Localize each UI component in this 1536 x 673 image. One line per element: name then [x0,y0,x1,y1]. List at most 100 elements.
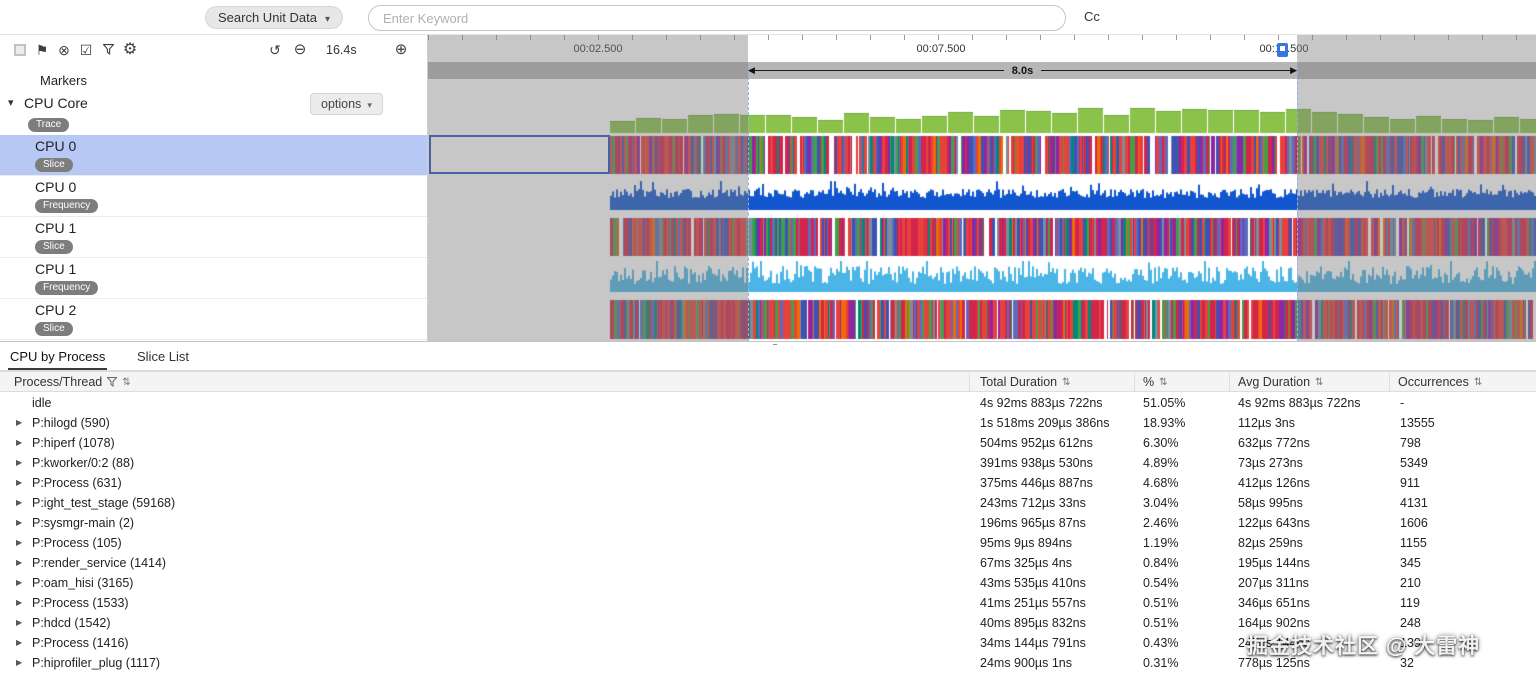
percent: 0.51% [1143,616,1179,630]
collapse-arrow-icon[interactable]: ▾ [8,97,14,109]
table-row[interactable]: ▶ P:render_service (1414) 67ms 325µs 4ns… [0,553,1536,573]
track-name: CPU 1 [35,220,77,236]
selection-edge-left[interactable] [748,62,749,341]
expand-arrow-icon[interactable]: ▶ [16,538,23,547]
table-row[interactable]: ▶ P:hiperf (1078) 504ms 952µs 612ns 6.30… [0,433,1536,453]
chevron-down-icon: ▾ [325,14,331,25]
column-label: Avg Duration [1238,375,1311,389]
column-process-thread[interactable]: Process/Thread ⇅ [14,372,131,392]
occurrences: 798 [1400,436,1421,450]
cpu0-frequency-track[interactable] [428,176,1536,216]
gear-icon[interactable]: ⚙ [122,41,138,58]
filter-icon[interactable] [99,35,117,65]
keyword-search-input[interactable] [368,5,1066,31]
zoom-in-icon[interactable]: ⊕ [394,41,408,58]
table-row-idle[interactable]: idle 4s 92ms 883µs 722ns 51.05% 4s 92ms … [0,393,1536,413]
percent: 6.30% [1143,436,1179,450]
table-row[interactable]: ▶ P:hiprofiler_plug (1117) 24ms 900µs 1n… [0,653,1536,673]
zoom-out-icon[interactable]: ⊖ [293,41,307,58]
table-row[interactable]: ▶ P:oam_hisi (3165) 43ms 535µs 410ns 0.5… [0,573,1536,593]
table-row[interactable]: ▶ P:Process (1416) 34ms 144µs 791ns 0.43… [0,633,1536,653]
table-row[interactable]: ▶ P:ight_test_stage (59168) 243ms 712µs … [0,493,1536,513]
avg-duration: 778µs 125ns [1238,656,1310,670]
flag-marker-icon[interactable]: ⚑ [35,42,49,58]
table-row[interactable]: ▶ P:Process (105) 95ms 9µs 894ns 1.19% 8… [0,533,1536,553]
table-row[interactable]: ▶ P:Process (631) 375ms 446µs 887ns 4.68… [0,473,1536,493]
tab-slice-list[interactable]: Slice List [137,349,190,364]
sidebar-row-cpu1-frequency[interactable]: CPU 1 Frequency [0,258,427,299]
total-duration: 95ms 9µs 894ns [980,536,1072,550]
avg-duration: 245µs 144ns [1238,636,1310,650]
sort-icon[interactable]: ⇅ [1473,376,1483,388]
sort-icon[interactable]: ⇅ [1159,376,1168,388]
expand-arrow-icon[interactable]: ▶ [16,638,23,647]
cpu-core-group-row[interactable]: ▾ CPU Core options ▾ [0,93,427,117]
column-separator [1229,373,1230,391]
cpu1-frequency-track[interactable] [428,258,1536,298]
percent: 0.84% [1143,556,1179,570]
track-type-badge: Slice [35,158,73,172]
column-avg-duration[interactable]: Avg Duration ⇅ [1238,372,1323,392]
total-duration: 391ms 938µs 530ns [980,456,1093,470]
options-button[interactable]: options ▾ [310,93,383,115]
column-percent[interactable]: % ⇅ [1143,372,1168,392]
total-duration: 67ms 325µs 4ns [980,556,1072,570]
sidebar-row-cpu1-slice[interactable]: CPU 1 Slice [0,217,427,258]
checklist-icon[interactable]: ☑ [79,42,93,58]
expand-arrow-icon[interactable]: ▶ [16,478,23,487]
reset-zoom-icon[interactable]: ↺ [269,42,281,58]
selection-edge-right[interactable] [1297,62,1298,341]
avg-duration: 632µs 772ns [1238,436,1310,450]
percent: 4.68% [1143,476,1179,490]
match-case-toggle[interactable]: Cc [1084,9,1100,24]
table-row[interactable]: ▶ P:kworker/0:2 (88) 391ms 938µs 530ns 4… [0,453,1536,473]
cpu-core-usage-track[interactable] [428,93,1536,134]
avg-duration: 195µs 144ns [1238,556,1310,570]
selection-span-indicator[interactable]: ◀ 8.0s ▶ [748,64,1297,77]
expand-arrow-icon[interactable]: ▶ [16,658,23,667]
sidebar-row-cpu2-slice[interactable]: CPU 2 Slice [0,299,427,340]
cpu0-slice-track[interactable] [428,135,1536,175]
percent: 51.05% [1143,396,1186,410]
table-row[interactable]: ▶ P:Process (1533) 41ms 251µs 557ns 0.51… [0,593,1536,613]
process-table-body: idle 4s 92ms 883µs 722ns 51.05% 4s 92ms … [0,392,1536,673]
expand-arrow-icon[interactable]: ▶ [16,518,23,527]
span-line [1041,70,1291,71]
expand-arrow-icon[interactable]: ▶ [16,418,23,427]
abort-icon[interactable]: ⊗ [58,42,70,58]
markers-row[interactable]: Markers [0,68,427,93]
sidebar-row-cpu0-slice[interactable]: CPU 0 Slice [0,135,427,176]
stop-capture-icon[interactable] [14,44,26,56]
sidebar-row-cpu0-frequency[interactable]: CPU 0 Frequency [0,176,427,217]
cpu1-slice-track[interactable] [428,217,1536,257]
table-row[interactable]: ▶ P:hilogd (590) 1s 518ms 209µs 386ns 18… [0,413,1536,433]
filter-icon[interactable] [107,377,118,387]
expand-arrow-icon[interactable]: ▶ [16,558,23,567]
drag-selection-rect[interactable] [429,135,610,174]
expand-arrow-icon[interactable]: ▶ [16,438,23,447]
column-separator [969,373,970,391]
table-row[interactable]: ▶ P:hdcd (1542) 40ms 895µs 832ns 0.51% 1… [0,613,1536,633]
markers-track[interactable] [428,79,1536,93]
cpu2-slice-track[interactable] [428,299,1536,340]
time-ruler[interactable]: 00:02.500 00:07.500 00:12.500 [428,35,1536,62]
avg-duration: 112µs 3ns [1238,416,1296,430]
expand-arrow-icon[interactable]: ▶ [16,578,23,587]
expand-arrow-icon[interactable]: ▶ [16,618,23,627]
column-label: Total Duration [980,375,1058,389]
track-type-badge: Slice [35,240,73,254]
column-occurrences[interactable]: Occurrences ⇅ [1398,372,1482,392]
timeline-marker-pin-icon[interactable] [1277,43,1288,57]
column-total-duration[interactable]: Total Duration ⇅ [980,372,1071,392]
sort-icon[interactable]: ⇅ [1315,376,1324,388]
table-row[interactable]: ▶ P:sysmgr-main (2) 196ms 965µs 87ns 2.4… [0,513,1536,533]
search-scope-dropdown[interactable]: Search Unit Data ▾ [205,6,344,29]
expand-arrow-icon[interactable]: ▶ [16,598,23,607]
occurrences: - [1400,396,1405,410]
expand-arrow-icon[interactable]: ▶ [16,458,23,467]
tab-cpu-by-process[interactable]: CPU by Process [8,345,108,370]
sort-icon[interactable]: ⇅ [1062,376,1071,388]
percent: 18.93% [1143,416,1186,430]
expand-arrow-icon[interactable]: ▶ [16,498,23,507]
sort-icon[interactable]: ⇅ [122,376,131,388]
